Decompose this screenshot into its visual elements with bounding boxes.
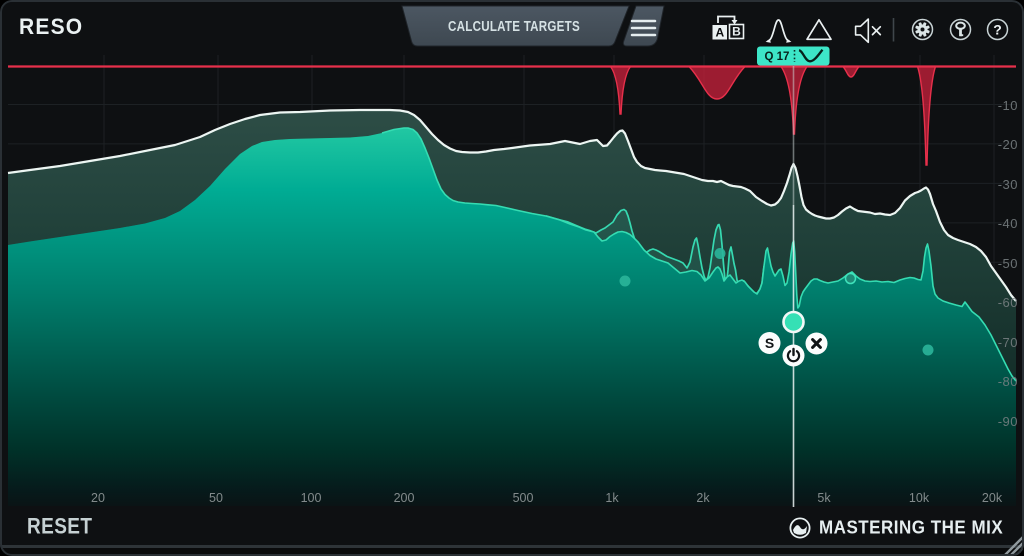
svg-text:A: A	[715, 26, 724, 40]
svg-text:S: S	[765, 335, 774, 351]
svg-text:Q 17: Q 17	[765, 51, 790, 63]
svg-text:?: ?	[993, 22, 1002, 38]
svg-text:B: B	[732, 25, 741, 39]
